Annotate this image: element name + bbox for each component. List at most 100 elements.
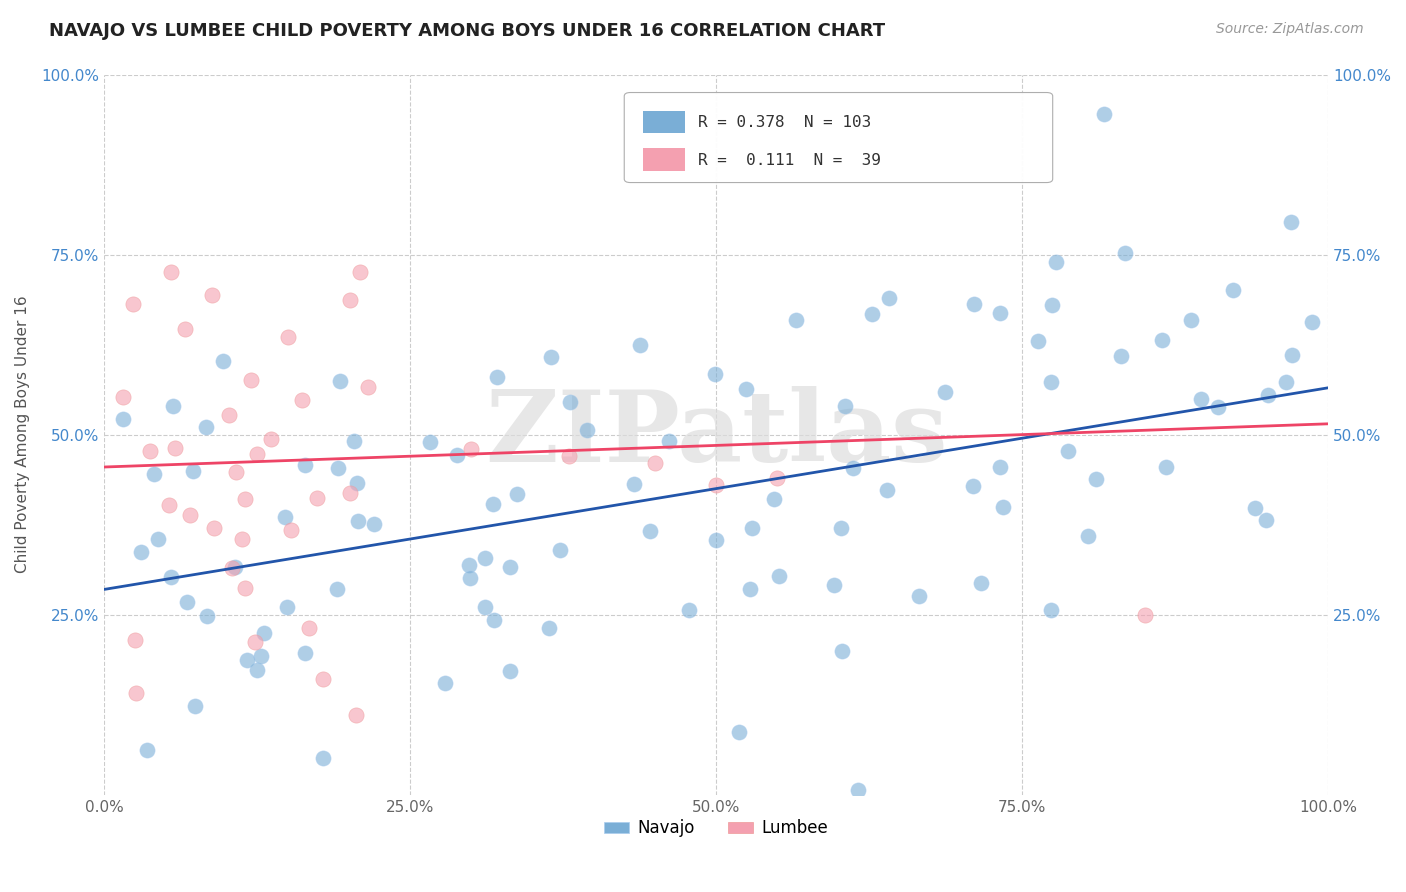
Point: [146, 532, 169, 546]
Point: [741, 521, 763, 535]
Point: [194, 420, 217, 434]
Point: [658, 434, 681, 448]
Point: [349, 265, 371, 279]
Point: [623, 477, 645, 491]
Bar: [643, 111, 686, 134]
Point: [823, 577, 845, 591]
Point: [176, 595, 198, 609]
Point: [291, 392, 314, 407]
Point: [1243, 500, 1265, 515]
Point: [1114, 246, 1136, 260]
Point: [312, 672, 335, 686]
Point: [236, 653, 259, 667]
Point: [1154, 459, 1177, 474]
Point: [993, 500, 1015, 514]
Point: [339, 486, 361, 500]
Point: [129, 545, 152, 559]
Point: [1206, 400, 1229, 414]
Point: [280, 523, 302, 537]
Point: [201, 287, 224, 301]
Point: [704, 533, 727, 548]
Point: [1109, 349, 1132, 363]
Point: [225, 466, 247, 480]
Point: [298, 621, 321, 635]
Text: NAVAJO VS LUMBEE CHILD POVERTY AMONG BOYS UNDER 16 CORRELATION CHART: NAVAJO VS LUMBEE CHILD POVERTY AMONG BOY…: [49, 22, 886, 40]
Point: [294, 646, 316, 660]
Point: [768, 569, 790, 583]
Point: [184, 698, 207, 713]
Point: [277, 330, 299, 344]
Text: R =  0.111  N =  39: R = 0.111 N = 39: [697, 153, 880, 169]
Point: [224, 560, 246, 574]
Point: [460, 442, 482, 456]
Point: [1222, 284, 1244, 298]
Point: [540, 350, 562, 364]
Point: [834, 399, 856, 413]
Point: [876, 483, 898, 497]
Point: [124, 633, 146, 648]
Point: [474, 551, 496, 566]
Point: [111, 412, 134, 426]
Point: [1039, 603, 1062, 617]
Point: [877, 291, 900, 305]
Point: [253, 626, 276, 640]
Point: [195, 609, 218, 624]
Point: [125, 686, 148, 700]
Point: [1275, 375, 1298, 389]
Point: [346, 476, 368, 491]
Text: Source: ZipAtlas.com: Source: ZipAtlas.com: [1216, 22, 1364, 37]
Point: [1045, 255, 1067, 269]
Point: [274, 510, 297, 524]
Point: [474, 600, 496, 615]
Point: [728, 725, 751, 739]
Point: [766, 471, 789, 485]
Y-axis label: Child Poverty Among Boys Under 16: Child Poverty Among Boys Under 16: [15, 296, 30, 574]
Point: [830, 521, 852, 535]
Point: [160, 570, 183, 584]
Point: [785, 313, 807, 327]
Point: [537, 621, 560, 635]
Point: [181, 464, 204, 478]
Point: [704, 478, 727, 492]
Point: [212, 354, 235, 368]
Bar: [643, 148, 686, 170]
Point: [738, 582, 761, 597]
Point: [233, 582, 256, 596]
Legend: Navajo, Lumbee: Navajo, Lumbee: [598, 813, 835, 844]
Point: [111, 390, 134, 404]
Point: [1039, 375, 1062, 389]
Point: [246, 447, 269, 461]
Point: [962, 479, 984, 493]
Point: [846, 783, 869, 797]
Point: [908, 589, 931, 603]
Point: [339, 293, 361, 307]
Point: [434, 676, 457, 690]
Point: [963, 297, 986, 311]
Point: [344, 707, 367, 722]
Point: [486, 369, 509, 384]
Point: [628, 338, 651, 352]
Point: [499, 665, 522, 679]
Point: [218, 408, 240, 422]
Point: [343, 434, 366, 449]
Point: [325, 582, 347, 596]
Point: [1281, 348, 1303, 362]
Point: [165, 441, 187, 455]
Point: [1094, 107, 1116, 121]
Point: [1189, 392, 1212, 407]
Point: [458, 558, 481, 572]
Point: [1084, 472, 1107, 486]
Point: [506, 486, 529, 500]
Point: [328, 461, 350, 475]
Point: [860, 307, 883, 321]
Point: [162, 399, 184, 413]
Point: [458, 570, 481, 584]
Point: [347, 514, 370, 528]
Point: [276, 599, 298, 614]
Point: [1152, 333, 1174, 347]
Point: [157, 498, 180, 512]
Point: [363, 516, 385, 531]
Point: [179, 508, 201, 522]
Point: [1279, 215, 1302, 229]
Point: [1257, 388, 1279, 402]
